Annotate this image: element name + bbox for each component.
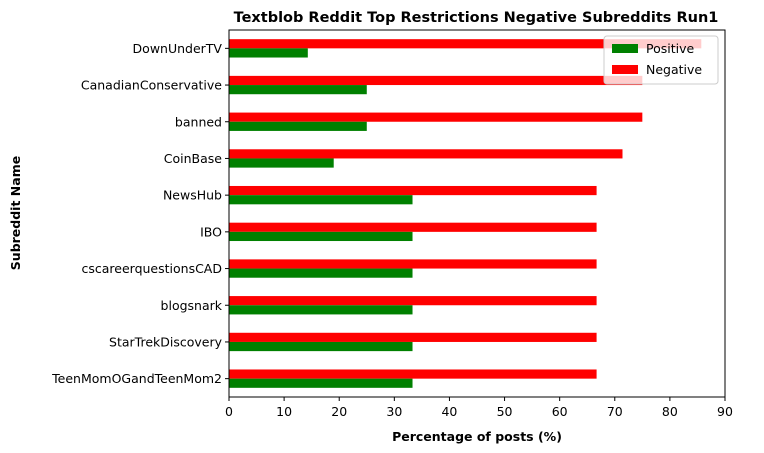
x-tick-label: 10 — [276, 404, 292, 419]
bar-positive-banned — [229, 121, 367, 131]
x-tick-label: 30 — [386, 404, 402, 419]
bar-positive-blogsnark — [229, 305, 413, 315]
x-tick-label: 20 — [331, 404, 347, 419]
y-tick-label: DownUnderTV — [133, 41, 223, 56]
bar-positive-newshub — [229, 195, 413, 205]
y-tick-label: CanadianConservative — [81, 78, 222, 93]
y-tick-label: StarTrekDiscovery — [109, 334, 223, 349]
bar-negative-coinbase — [229, 149, 623, 159]
bar-positive-startrekdiscovery — [229, 341, 413, 352]
bar-negative-cscareerquestionscad — [229, 259, 597, 269]
y-tick-label: cscareerquestionsCAD — [81, 261, 222, 276]
bar-negative-newshub — [229, 185, 597, 196]
x-tick-label: 90 — [717, 404, 733, 419]
plot-area-frame — [228, 29, 726, 398]
x-tick-label: 0 — [225, 404, 233, 419]
y-tick-label: IBO — [200, 224, 222, 239]
legend-label-negative: Negative — [646, 62, 702, 77]
legend: Positive Negative — [603, 35, 719, 85]
y-tick-label: NewsHub — [163, 188, 222, 203]
bar-positive-ibo — [229, 231, 413, 242]
y-tick-label: CoinBase — [164, 151, 223, 166]
legend-label-positive: Positive — [646, 41, 694, 56]
bar-positive-canadianconservative — [229, 85, 367, 95]
x-axis-label: Percentage of posts (%) — [392, 429, 562, 444]
bar-negative-banned — [229, 112, 643, 122]
x-tick-label: 50 — [497, 404, 513, 419]
bar-positive-coinbase — [229, 158, 334, 168]
x-tick-label: 40 — [441, 404, 457, 419]
y-axis-label: Subreddit Name — [8, 156, 23, 270]
bar-negative-canadianconservative — [229, 75, 643, 86]
bar-negative-startrekdiscovery — [229, 332, 597, 342]
bar-negative-blogsnark — [229, 296, 597, 306]
bar-positive-downundertv — [229, 48, 308, 58]
x-axis-ticks: 0 10 20 30 40 50 60 70 80 90 — [225, 397, 733, 419]
bar-negative-ibo — [229, 222, 597, 232]
bars-group — [229, 39, 702, 388]
bar-positive-teenmomogandteenmom2 — [229, 378, 413, 388]
bar-negative-downundertv — [229, 39, 702, 49]
legend-swatch-negative — [612, 65, 638, 74]
y-axis-ticks: TeenMomOGandTeenMom2 StarTrekDiscovery blo… — [51, 41, 229, 386]
x-tick-label: 60 — [552, 404, 568, 419]
y-tick-label: banned — [175, 114, 222, 129]
legend-swatch-positive — [612, 44, 638, 53]
chart-title: Textblob Reddit Top Restrictions Negativ… — [234, 10, 719, 26]
y-tick-label: TeenMomOGandTeenMom2 — [51, 371, 222, 386]
bar-negative-teenmomogandteenmom2 — [229, 369, 597, 379]
bar-positive-cscareerquestionscad — [229, 268, 413, 278]
x-tick-label: 80 — [662, 404, 678, 419]
x-tick-label: 70 — [607, 404, 623, 419]
y-tick-label: blogsnark — [161, 298, 223, 313]
